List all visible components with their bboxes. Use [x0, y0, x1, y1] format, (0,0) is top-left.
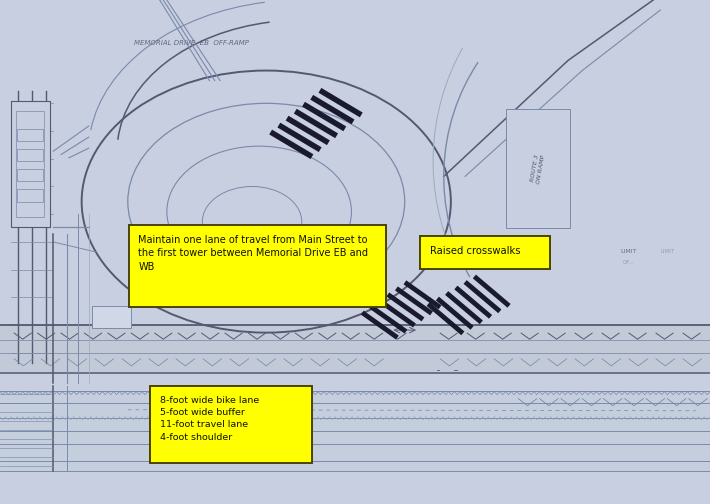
- FancyBboxPatch shape: [129, 225, 386, 307]
- Text: MEMORIAL DRIVE  EB  OFF-RAMP: MEMORIAL DRIVE EB OFF-RAMP: [134, 40, 249, 46]
- FancyBboxPatch shape: [17, 129, 43, 141]
- FancyBboxPatch shape: [16, 111, 44, 217]
- Text: Maintain one lane of travel from Main Street to
the first tower between Memorial: Maintain one lane of travel from Main St…: [138, 235, 368, 272]
- FancyBboxPatch shape: [11, 101, 50, 227]
- FancyBboxPatch shape: [420, 236, 550, 269]
- FancyBboxPatch shape: [150, 386, 312, 463]
- FancyBboxPatch shape: [17, 189, 43, 202]
- FancyBboxPatch shape: [17, 149, 43, 161]
- Text: LIMIT: LIMIT: [660, 249, 674, 254]
- Text: LIMIT: LIMIT: [620, 249, 637, 254]
- Text: OF...: OF...: [623, 260, 634, 265]
- Text: ROUTE 3
ON RAMP: ROUTE 3 ON RAMP: [530, 154, 546, 184]
- Bar: [0, 391, 710, 471]
- Text: Raised crosswalks: Raised crosswalks: [430, 246, 520, 256]
- FancyBboxPatch shape: [17, 169, 43, 181]
- FancyBboxPatch shape: [506, 109, 570, 228]
- Text: 8-foot wide bike lane
5-foot wide buffer
11-foot travel lane
4-foot shoulder: 8-foot wide bike lane 5-foot wide buffer…: [160, 396, 259, 442]
- FancyBboxPatch shape: [92, 306, 131, 328]
- Bar: [0, 325, 710, 373]
